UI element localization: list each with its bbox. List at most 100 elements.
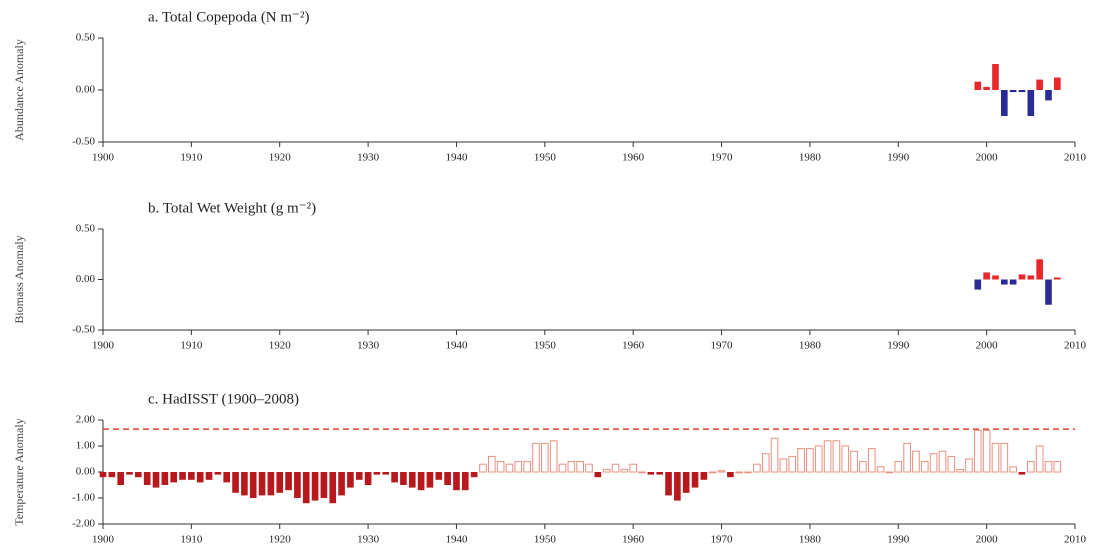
x-tick-label: 1990 bbox=[887, 340, 910, 352]
x-tick-label: 1980 bbox=[799, 152, 822, 164]
x-tick-label: 1920 bbox=[269, 340, 292, 352]
bar bbox=[700, 472, 708, 480]
x-tick-label: 1920 bbox=[269, 152, 292, 164]
bar bbox=[629, 463, 637, 473]
bar bbox=[152, 472, 160, 488]
bar bbox=[938, 450, 947, 473]
bar bbox=[912, 450, 920, 473]
bar bbox=[1009, 90, 1017, 93]
y-axis-label: Biomass Anomaly bbox=[12, 235, 26, 323]
bar bbox=[382, 472, 390, 475]
bar bbox=[285, 472, 292, 491]
bar bbox=[991, 442, 1000, 473]
bar bbox=[1036, 79, 1043, 90]
bar bbox=[373, 472, 381, 475]
y-tick-label: 0.00 bbox=[76, 273, 96, 285]
bar bbox=[832, 440, 841, 473]
bar bbox=[1000, 442, 1009, 473]
bar bbox=[576, 461, 584, 473]
y-tick-label: -0.50 bbox=[72, 324, 95, 336]
bar bbox=[956, 468, 964, 473]
bar bbox=[161, 472, 169, 485]
bar bbox=[1018, 274, 1026, 280]
x-tick-label: 1950 bbox=[534, 152, 557, 164]
bar bbox=[1027, 275, 1035, 280]
x-tick-label: 2010 bbox=[1064, 534, 1087, 546]
bar bbox=[170, 472, 178, 483]
x-tick-label: 1930 bbox=[357, 534, 380, 546]
bar bbox=[232, 472, 239, 493]
x-tick-label: 1910 bbox=[180, 534, 203, 546]
bar bbox=[435, 472, 443, 480]
bar bbox=[841, 445, 850, 473]
bar bbox=[1044, 461, 1053, 473]
bar bbox=[214, 472, 222, 475]
y-tick-label: 1.00 bbox=[76, 440, 96, 452]
bar bbox=[126, 472, 133, 475]
bar bbox=[391, 472, 398, 483]
bar bbox=[823, 440, 832, 473]
bar bbox=[1000, 90, 1008, 116]
bar bbox=[549, 440, 558, 473]
bar bbox=[903, 442, 911, 473]
x-tick-label: 1970 bbox=[711, 152, 734, 164]
bar bbox=[567, 461, 576, 473]
bar bbox=[400, 472, 407, 485]
bar bbox=[885, 471, 894, 474]
bar bbox=[188, 472, 195, 480]
x-tick-label: 2010 bbox=[1064, 340, 1087, 352]
bar bbox=[974, 279, 982, 290]
bar bbox=[117, 472, 124, 485]
bar bbox=[779, 458, 788, 473]
y-tick-label: 2.00 bbox=[76, 414, 96, 426]
bar bbox=[973, 429, 982, 473]
x-tick-label: 1900 bbox=[92, 340, 115, 352]
bar bbox=[920, 461, 929, 473]
bar bbox=[1000, 279, 1008, 285]
bar bbox=[267, 472, 275, 496]
bar bbox=[717, 470, 726, 473]
bar bbox=[974, 81, 982, 90]
bar bbox=[1035, 445, 1044, 473]
bar bbox=[894, 461, 903, 473]
bar bbox=[638, 471, 646, 474]
bar bbox=[1027, 90, 1035, 116]
x-tick-label: 1990 bbox=[887, 534, 910, 546]
bar bbox=[992, 64, 999, 90]
bar bbox=[479, 463, 487, 473]
x-tick-label: 1950 bbox=[534, 340, 557, 352]
x-tick-label: 1940 bbox=[445, 340, 468, 352]
bar bbox=[761, 453, 770, 473]
x-tick-label: 1960 bbox=[622, 340, 645, 352]
bar bbox=[1045, 90, 1052, 101]
bar bbox=[249, 472, 257, 498]
bar bbox=[417, 472, 425, 491]
x-tick-label: 1950 bbox=[534, 534, 557, 546]
bar bbox=[867, 448, 876, 473]
bar bbox=[682, 472, 690, 493]
bar bbox=[1036, 259, 1043, 280]
y-axis-label: Temperature Anomaly bbox=[12, 418, 26, 525]
x-tick-label: 1960 bbox=[622, 152, 645, 164]
bar bbox=[982, 429, 991, 473]
bar bbox=[347, 472, 354, 488]
bar bbox=[364, 472, 372, 485]
bar bbox=[1018, 90, 1026, 93]
x-tick-label: 1940 bbox=[445, 534, 468, 546]
x-tick-label: 1970 bbox=[711, 340, 734, 352]
bar bbox=[983, 272, 990, 280]
bar bbox=[355, 472, 363, 480]
bar bbox=[320, 472, 328, 498]
bar bbox=[470, 472, 478, 478]
y-tick-label: 0.00 bbox=[76, 84, 96, 96]
x-tick-label: 1920 bbox=[269, 534, 292, 546]
panel-title: b. Total Wet Weight (g m⁻²) bbox=[148, 200, 316, 216]
y-tick-label: 0.50 bbox=[76, 223, 96, 235]
y-tick-label: -0.50 bbox=[72, 136, 95, 148]
bar bbox=[541, 442, 549, 473]
y-tick-label: 0.50 bbox=[76, 32, 96, 44]
bar bbox=[143, 472, 151, 485]
bar bbox=[1018, 472, 1026, 475]
x-tick-label: 1980 bbox=[799, 534, 822, 546]
